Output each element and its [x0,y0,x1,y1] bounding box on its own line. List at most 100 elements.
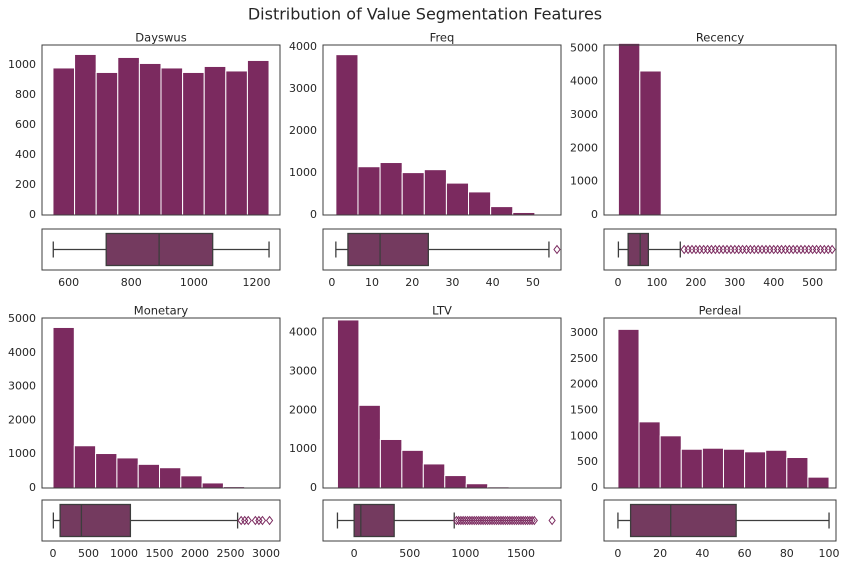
bar [765,449,788,489]
flier [777,244,786,255]
flier [463,515,472,526]
flier [684,244,692,255]
flier [805,244,813,255]
flier [461,515,469,526]
y-tick-label: 1500 [570,403,598,416]
flier [526,515,534,526]
box [59,503,132,538]
subplot-title: Monetary [134,304,189,318]
x-tick-label: 2500 [217,547,245,560]
bar [201,482,224,489]
x-tick-label: 10 [365,276,379,289]
box [627,232,650,267]
bar [335,54,359,216]
hist-frame [41,44,281,216]
bar [160,67,184,216]
y-tick-label: 200 [15,178,36,191]
bar [422,463,446,489]
flier [735,244,743,255]
y-tick-label: 2000 [289,403,317,416]
y-tick-label: 0 [29,481,36,494]
flier [711,244,719,255]
y-tick-label: 0 [310,208,317,221]
y-tick-label: 0 [591,481,598,494]
flier [490,515,498,526]
flier [715,244,723,255]
bar [336,319,360,489]
x-tick-label: 20 [653,547,667,560]
flier [455,515,463,526]
flier [809,244,817,255]
x-tick-label: 600 [58,276,79,289]
x-tick-label: 500 [399,547,420,560]
flier [758,244,766,255]
flier [746,244,754,255]
x-tick-label: 400 [763,276,784,289]
y-tick-label: 600 [15,118,36,131]
flier [510,515,518,526]
x-tick-label: 500 [802,276,823,289]
y-tick-label: 1000 [570,429,598,442]
x-tick-label: 40 [695,547,709,560]
flier [475,515,483,526]
flier [553,244,561,255]
y-tick-label: 0 [310,481,317,494]
flier [488,515,496,526]
y-tick-label: 5000 [570,41,598,54]
x-tick-label: 300 [724,276,745,289]
x-tick-label: 1500 [146,547,174,560]
flier [492,515,501,526]
bar [52,67,76,216]
hist-frame [603,44,837,216]
bar [465,483,489,489]
flier [506,515,514,526]
y-tick-label: 4000 [8,346,36,359]
hist-frame [322,44,562,216]
flier [497,515,505,526]
x-tick-label: 500 [78,547,99,560]
y-tick-label: 5000 [8,312,36,325]
flier [517,515,525,526]
box [347,232,429,267]
bar [180,475,203,489]
flier [530,515,538,526]
bar [52,326,75,489]
flier [789,244,797,255]
x-tick-label: 0 [328,276,335,289]
bar [95,71,119,216]
y-tick-label: 1000 [570,175,598,188]
flier [486,515,494,526]
x-tick-label: 50 [526,276,540,289]
flier [801,244,809,255]
x-tick-label: 3000 [252,547,280,560]
flier [495,515,503,526]
flier [499,515,507,526]
flier [244,515,252,526]
subplot-title: Perdeal [699,304,742,318]
bar [95,453,118,489]
flier [766,244,774,255]
y-tick-label: 2000 [289,124,317,137]
y-tick-label: 1000 [289,442,317,455]
bar [617,328,640,489]
bar [490,206,514,216]
x-tick-label: 60 [738,547,752,560]
bar [203,65,227,216]
y-tick-label: 1000 [8,58,36,71]
y-tick-label: 4000 [570,75,598,88]
flier [707,244,716,255]
flier [719,244,727,255]
bar [444,475,467,489]
bar [445,182,470,216]
bar [225,70,248,216]
box [629,503,737,538]
flier [468,515,476,526]
flier [750,244,758,255]
bar [680,448,703,489]
flier [521,515,530,526]
flier [512,515,521,526]
x-tick-label: 0 [615,276,622,289]
y-tick-label: 400 [15,148,36,161]
flier [781,244,790,255]
